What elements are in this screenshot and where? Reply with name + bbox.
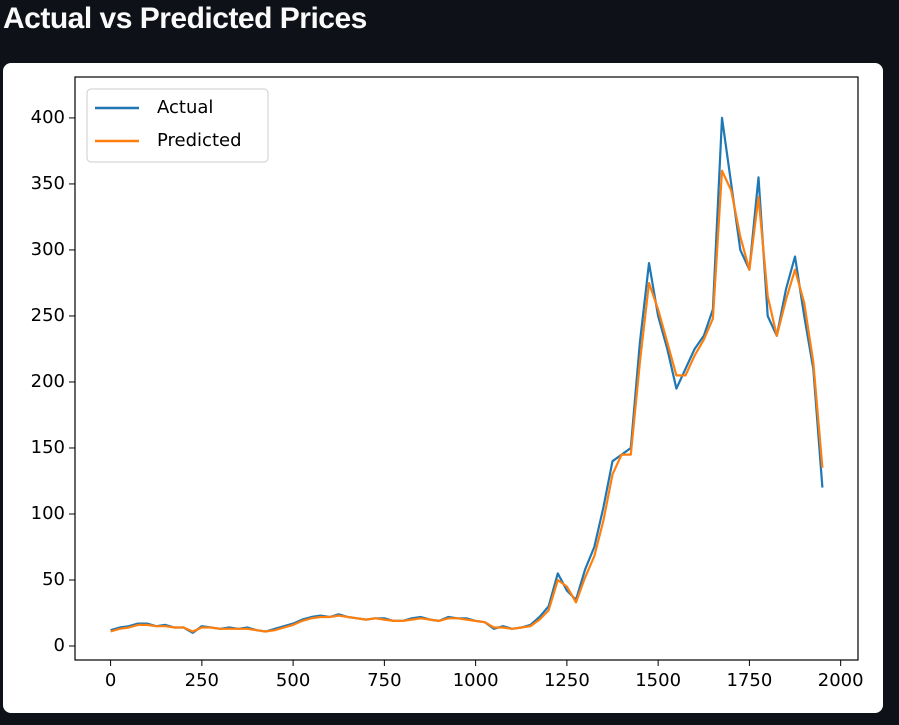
- x-tick-label: 1000: [453, 670, 499, 691]
- y-tick-label: 0: [54, 635, 65, 656]
- x-tick-label: 1250: [544, 670, 590, 691]
- x-tick-label: 500: [276, 670, 310, 691]
- x-tick-label: 750: [367, 670, 401, 691]
- y-tick-label: 50: [42, 569, 65, 590]
- x-tick-label: 2000: [818, 670, 864, 691]
- y-tick-label: 200: [31, 371, 65, 392]
- data-line: [110, 169, 824, 633]
- y-tick-label: 300: [31, 239, 65, 260]
- y-tick-label: 100: [31, 503, 65, 524]
- y-tick-label: 150: [31, 437, 65, 458]
- legend-label: Actual: [157, 97, 213, 118]
- chart-card: 0 50 100 150 200 250 300 350 400 0 250 500 750 1000 12…: [3, 63, 883, 713]
- chart: 0 50 100 150 200 250 300 350 400 0 250 500 750 1000 12…: [31, 76, 864, 691]
- plot-frame: [74, 76, 859, 661]
- x-tick-label: 1750: [726, 670, 772, 691]
- y-tick-label: 350: [31, 173, 65, 194]
- y-tick-label: 400: [31, 107, 65, 128]
- y-tick-label: 250: [31, 305, 65, 326]
- x-tick-label: 250: [185, 670, 219, 691]
- x-tick-label: 1500: [635, 670, 681, 691]
- data-line: [110, 116, 824, 634]
- page-title: Actual vs Predicted Prices: [3, 2, 367, 35]
- legend-label: Predicted: [157, 130, 242, 151]
- x-tick-label: 0: [105, 670, 116, 691]
